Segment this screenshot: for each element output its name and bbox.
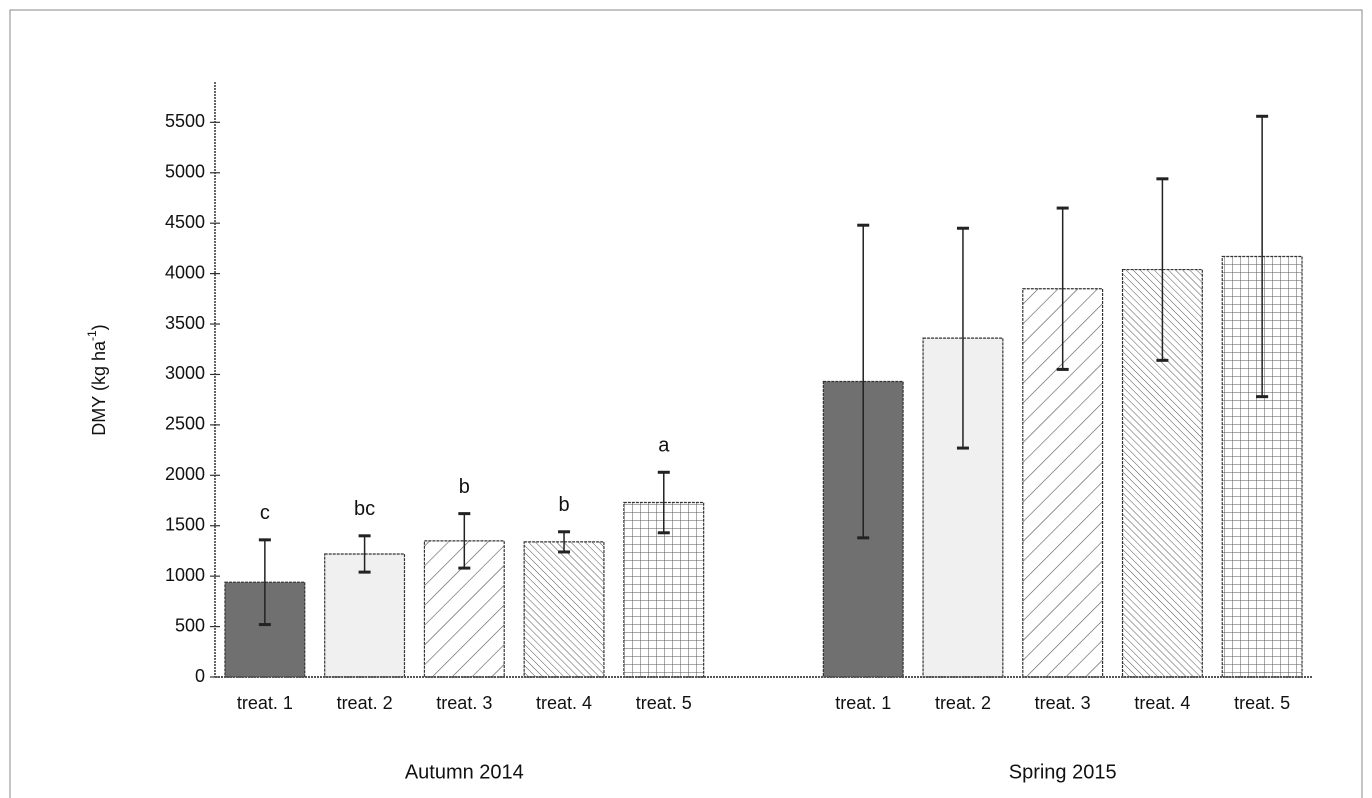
y-tick-label: 2000 <box>165 464 205 484</box>
x-tick-label: treat. 1 <box>835 693 891 713</box>
y-tick-label: 5500 <box>165 111 205 131</box>
annotation: b <box>459 476 470 498</box>
y-axis-label: DMY (kg ha-1) <box>85 324 109 435</box>
annotation: bc <box>354 498 375 520</box>
x-tick-label: treat. 4 <box>1134 693 1190 713</box>
x-tick-label: treat. 4 <box>536 693 592 713</box>
x-tick-label: treat. 3 <box>436 693 492 713</box>
x-tick-label: treat. 1 <box>237 693 293 713</box>
x-tick-label: treat. 3 <box>1035 693 1091 713</box>
y-tick-label: 500 <box>175 615 205 635</box>
group-label: Autumn 2014 <box>405 761 524 783</box>
x-tick-label: treat. 5 <box>1234 693 1290 713</box>
y-tick-label: 3000 <box>165 363 205 383</box>
annotation: a <box>658 435 670 457</box>
y-tick-label: 2500 <box>165 414 205 434</box>
y-tick-label: 5000 <box>165 162 205 182</box>
group-label: Spring 2015 <box>1009 761 1117 783</box>
annotation: b <box>558 494 569 516</box>
annotation: c <box>260 502 270 524</box>
y-tick-label: 1500 <box>165 514 205 534</box>
bar <box>324 553 406 678</box>
y-tick-label: 3500 <box>165 313 205 333</box>
y-tick-label: 4500 <box>165 212 205 232</box>
y-tick-label: 4000 <box>165 262 205 282</box>
y-tick-label: 1000 <box>165 565 205 585</box>
x-tick-label: treat. 2 <box>935 693 991 713</box>
x-tick-label: treat. 2 <box>337 693 393 713</box>
bar <box>523 541 605 678</box>
x-tick-label: treat. 5 <box>636 693 692 713</box>
y-tick-label: 0 <box>195 666 205 686</box>
